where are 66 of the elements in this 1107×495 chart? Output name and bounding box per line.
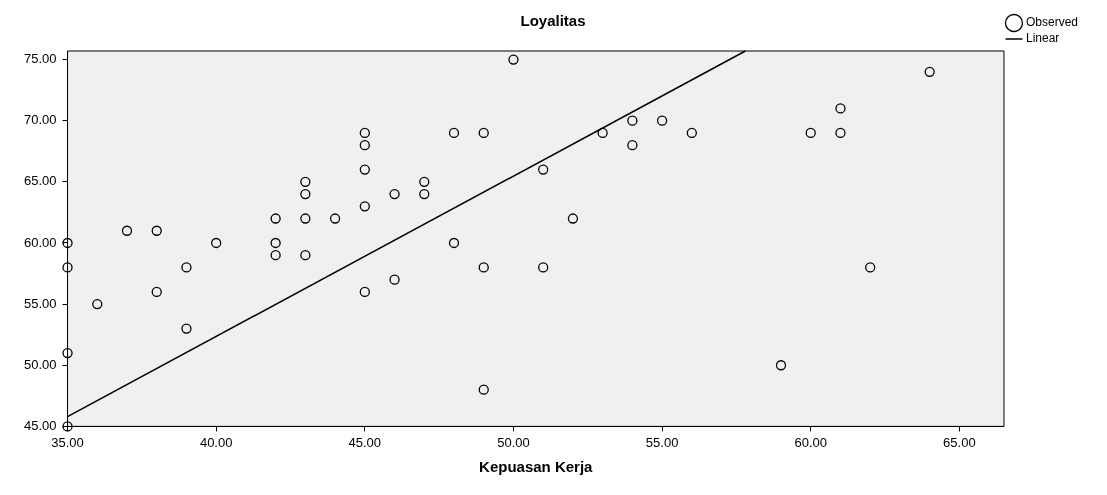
point xyxy=(865,262,876,273)
point xyxy=(478,127,489,139)
point xyxy=(538,262,549,273)
legend-label: Linear xyxy=(1025,31,1060,46)
point xyxy=(121,225,133,236)
x-tick-label: 55.00 xyxy=(645,434,679,450)
point xyxy=(300,213,311,224)
point xyxy=(359,164,370,175)
point xyxy=(270,213,281,224)
point xyxy=(478,384,489,395)
point xyxy=(359,201,370,212)
point xyxy=(597,127,608,139)
point xyxy=(835,127,846,139)
x-tick-label: 35.00 xyxy=(51,434,84,450)
point xyxy=(448,127,460,139)
point xyxy=(924,66,935,77)
x-tick-label: 60.00 xyxy=(794,434,828,450)
x-axis-title: Kepuasan Kerja xyxy=(479,458,594,476)
point xyxy=(448,237,460,249)
point xyxy=(419,188,430,200)
x-tick-label: 45.00 xyxy=(348,434,382,450)
point xyxy=(62,347,73,359)
point xyxy=(151,225,162,236)
point xyxy=(329,213,341,224)
point xyxy=(508,54,519,65)
y-tick-label: 55.00 xyxy=(23,295,57,311)
y-tick-label: 70.00 xyxy=(23,112,57,128)
point xyxy=(538,164,549,175)
y-tick-label: 50.00 xyxy=(23,356,57,372)
point xyxy=(359,127,370,139)
point xyxy=(270,237,281,249)
point xyxy=(627,115,638,126)
point xyxy=(805,127,816,139)
point xyxy=(92,298,103,310)
point xyxy=(389,274,400,285)
point xyxy=(567,213,579,224)
point xyxy=(419,176,430,187)
point xyxy=(300,176,311,187)
x-tick-label: 40.00 xyxy=(199,434,233,450)
chart-title: Loyalitas xyxy=(520,12,586,30)
point xyxy=(478,262,489,273)
legend-label: Observed xyxy=(1025,15,1079,30)
point xyxy=(686,127,697,139)
point xyxy=(181,262,192,273)
point xyxy=(656,115,668,126)
point xyxy=(389,188,400,200)
point xyxy=(627,140,638,151)
point xyxy=(181,323,192,334)
point xyxy=(211,237,222,249)
point xyxy=(151,286,162,298)
x-tick-label: 50.00 xyxy=(497,434,530,450)
point xyxy=(359,286,370,298)
point xyxy=(270,250,281,261)
point xyxy=(300,188,311,200)
y-tick-label: 75.00 xyxy=(23,51,57,67)
point xyxy=(62,421,73,432)
point xyxy=(62,237,73,249)
point xyxy=(359,140,370,151)
point xyxy=(300,250,311,261)
y-tick-label: 65.00 xyxy=(23,173,57,189)
point xyxy=(62,262,73,273)
x-tick-label: 65.00 xyxy=(943,434,976,450)
point xyxy=(775,360,787,371)
point xyxy=(835,103,846,114)
y-tick-label: 60.00 xyxy=(23,234,57,250)
y-tick-label: 45.00 xyxy=(23,417,57,433)
